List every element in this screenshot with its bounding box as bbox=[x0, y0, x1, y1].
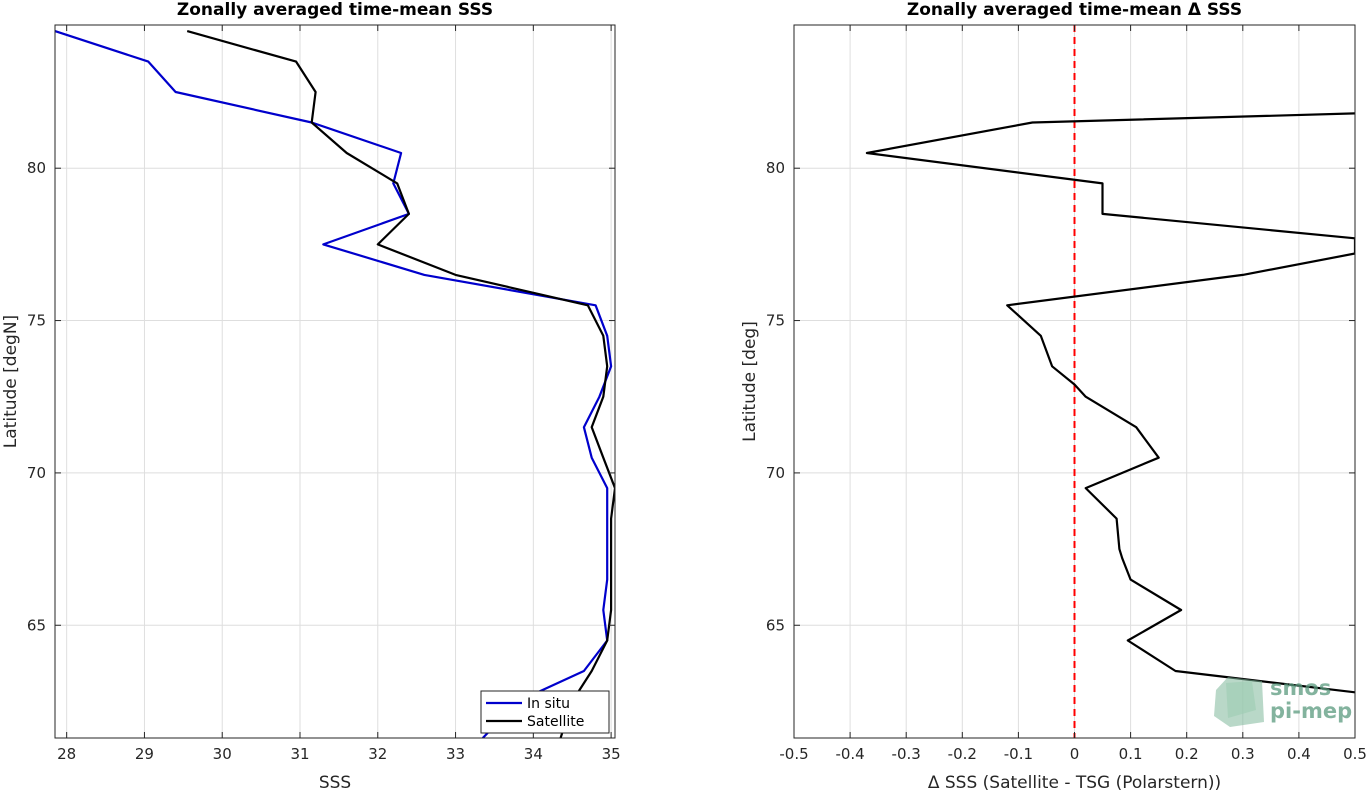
legend-entry: In situ bbox=[527, 696, 570, 712]
x-tick-label: -0.3 bbox=[892, 745, 921, 763]
x-tick-label: 0.4 bbox=[1287, 745, 1311, 763]
plot-area bbox=[55, 25, 615, 738]
x-tick-label: 34 bbox=[524, 745, 543, 763]
series-line-satellite bbox=[186, 30, 615, 738]
panel-delta-sss: -0.5 -0.4 -0.3 -0.2 -0.1 0 0.1 0.2 0.3 0.4 0.5 65 70… bbox=[740, 0, 1367, 791]
x-tick-label: 0.3 bbox=[1231, 745, 1255, 763]
x-tick-label: -0.2 bbox=[948, 745, 977, 763]
y-tick-label: 80 bbox=[766, 159, 785, 177]
series-group bbox=[55, 30, 615, 738]
series-group bbox=[865, 112, 1355, 694]
x-tick-label: -0.5 bbox=[779, 745, 808, 763]
y-tick-label: 65 bbox=[27, 616, 46, 634]
smos-pi-mep-logo: smos pi-mep bbox=[1214, 676, 1352, 727]
legend: In situ Satellite bbox=[480, 690, 610, 734]
y-tick-label: 75 bbox=[766, 312, 785, 330]
x-tick-label: 0.5 bbox=[1343, 745, 1367, 763]
logo-line1: smos bbox=[1270, 676, 1331, 700]
y-axis-label: Latitude [degN] bbox=[1, 315, 21, 448]
y-tick-label: 80 bbox=[27, 159, 46, 177]
x-tick-label: 0.2 bbox=[1175, 745, 1199, 763]
chart-title: Zonally averaged time-mean Δ SSS bbox=[907, 0, 1242, 20]
x-tick-label: -0.1 bbox=[1004, 745, 1033, 763]
x-tick-label: -0.4 bbox=[835, 745, 864, 763]
y-tick-label: 70 bbox=[27, 464, 46, 482]
x-tick-label: 32 bbox=[368, 745, 387, 763]
x-tick-label: 28 bbox=[57, 745, 76, 763]
axes-box bbox=[54, 24, 616, 739]
y-tick-label: 70 bbox=[766, 464, 785, 482]
panel-sss: 28 29 30 31 32 33 34 35 65 70 75 80 Zonally averaged… bbox=[1, 0, 621, 791]
x-tick-label: 33 bbox=[446, 745, 465, 763]
y-tick-label: 75 bbox=[27, 312, 46, 330]
logo-line2: pi-mep bbox=[1270, 699, 1352, 723]
x-tick-label: 35 bbox=[602, 745, 621, 763]
x-axis-label: SSS bbox=[319, 773, 351, 791]
x-tick-label: 30 bbox=[213, 745, 232, 763]
chart-title: Zonally averaged time-mean SSS bbox=[177, 0, 493, 20]
x-tick-label: 0 bbox=[1070, 745, 1080, 763]
x-tick-label: 29 bbox=[135, 745, 154, 763]
legend-entry: Satellite bbox=[527, 714, 584, 730]
x-tick-label: 31 bbox=[290, 745, 309, 763]
y-tick-label: 65 bbox=[766, 616, 785, 634]
legend-box bbox=[480, 690, 610, 734]
x-tick-label: 0.1 bbox=[1119, 745, 1143, 763]
series-line-delta bbox=[865, 112, 1355, 694]
x-axis-label: Δ SSS (Satellite - TSG (Polarstern)) bbox=[928, 773, 1221, 791]
y-axis-label: Latitude [deg] bbox=[740, 321, 760, 442]
